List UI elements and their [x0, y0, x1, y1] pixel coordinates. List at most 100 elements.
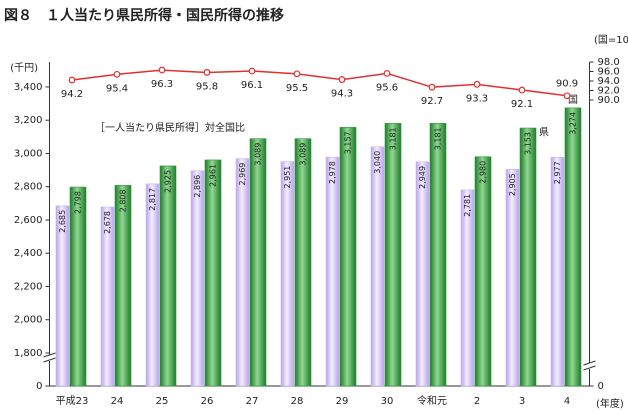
- bar-value-label: 3,089: [254, 143, 263, 166]
- y-tick-label: 2,000: [14, 315, 43, 326]
- axis-break: [43, 352, 56, 363]
- bar-value-label: 2,925: [164, 170, 173, 193]
- x-axis-label: (年度): [596, 397, 624, 410]
- bar: [550, 156, 565, 387]
- line-marker: [248, 67, 256, 75]
- bar: [505, 168, 520, 387]
- y-tick-label: 2,800: [14, 182, 43, 193]
- line-marker: [293, 70, 301, 78]
- line-marker: [338, 76, 346, 83]
- chart-title: 図８ １人当たり県民所得・国民所得の推移: [4, 7, 284, 24]
- bar-value-label: 2,961: [209, 164, 218, 187]
- bar-value-label: 2,781: [463, 194, 472, 217]
- x-tick-label: 29: [336, 396, 349, 407]
- y-tick-label: 3,200: [14, 115, 43, 126]
- bar: [429, 123, 447, 387]
- x-tick-label: 3: [519, 396, 525, 407]
- axis-break: [583, 363, 596, 369]
- bar: [190, 170, 205, 387]
- line-value-label: 96.3: [151, 79, 173, 90]
- line-value-label: 95.4: [106, 83, 128, 94]
- line-marker: [383, 69, 391, 77]
- bar: [460, 189, 475, 387]
- bar-value-label: 2,905: [508, 173, 517, 196]
- x-tick-label: 2: [474, 396, 480, 407]
- bar: [249, 138, 267, 387]
- series-label: 県: [539, 126, 549, 138]
- x-tick-label: 4: [564, 396, 570, 407]
- y2-tick-label: 90.0: [598, 95, 620, 106]
- axis-break: [43, 355, 56, 361]
- bar-value-label: 3,181: [389, 127, 398, 150]
- y2-tick-label: 98.0: [598, 57, 620, 68]
- bar: [100, 206, 115, 387]
- bar: [204, 159, 222, 387]
- bar-value-label: 2,949: [418, 166, 427, 189]
- bar-value-label: 2,969: [238, 163, 247, 186]
- series-label: ［一人当たり県民所得］対全国比: [95, 121, 245, 134]
- bar-value-label: 2,685: [58, 210, 67, 233]
- y-tick-label: 3,000: [14, 148, 43, 159]
- line-marker: [518, 86, 526, 94]
- line-marker: [158, 66, 166, 74]
- bar: [370, 146, 385, 387]
- bar: [55, 205, 70, 387]
- y-axis-label: (千円): [10, 62, 38, 74]
- bar-value-label: 2,978: [328, 161, 337, 184]
- line: [71, 69, 568, 97]
- bar-value-label: 2,896: [193, 175, 202, 198]
- line-value-label: 90.9: [556, 79, 578, 90]
- line-value-label: 94.2: [61, 89, 83, 100]
- series-label: 国: [568, 94, 578, 106]
- bar: [384, 123, 402, 387]
- bar-value-label: 3,040: [373, 151, 382, 174]
- bar: [415, 161, 430, 387]
- bar: [235, 158, 250, 387]
- line-value-label: 92.7: [421, 96, 443, 107]
- x-tick-label: 24: [111, 396, 124, 407]
- line-marker: [428, 83, 436, 91]
- bar-value-label: 3,181: [434, 127, 443, 150]
- x-tick-label: 令和元: [417, 394, 447, 407]
- y2-tick-label: 94.0: [598, 76, 620, 87]
- bar-value-label: 2,951: [283, 166, 292, 189]
- line-value-label: 94.3: [331, 89, 353, 100]
- bar-value-label: 2,798: [74, 191, 83, 214]
- bar-value-label: 2,817: [148, 188, 157, 211]
- bar-value-label: 3,089: [299, 143, 308, 166]
- bar-value-label: 2,977: [553, 161, 562, 184]
- bar: [294, 138, 312, 387]
- bar-value-label: 3,157: [344, 131, 353, 154]
- x-tick-label: 27: [246, 396, 259, 407]
- y-tick-label: 0: [36, 381, 42, 392]
- bar-value-label: 2,678: [103, 211, 112, 234]
- bar: [69, 186, 87, 387]
- y-tick-label: 3,400: [14, 82, 43, 93]
- bar-value-label: 2,980: [479, 161, 488, 184]
- y-tick-label: 1,800: [14, 348, 43, 359]
- bar-value-label: 3,153: [524, 132, 533, 155]
- line-value-label: 95.6: [376, 82, 398, 93]
- x-tick-label: 30: [381, 396, 394, 407]
- line-marker: [473, 80, 481, 88]
- bar-value-label: 3,274: [569, 112, 578, 135]
- x-tick-label: 28: [291, 396, 304, 407]
- line-marker: [113, 70, 121, 78]
- y2-tick-label: 96.0: [598, 67, 620, 78]
- y2-tick-label: 92.0: [598, 86, 620, 97]
- y2-tick-label: 0: [598, 381, 604, 392]
- line-value-label: 96.1: [241, 80, 263, 91]
- line-value-label: 93.3: [466, 93, 488, 104]
- x-tick-label: 25: [156, 396, 169, 407]
- line-value-label: 95.8: [196, 81, 218, 92]
- bar: [280, 161, 295, 387]
- bar: [325, 156, 340, 387]
- line-marker: [203, 69, 211, 76]
- bar: [159, 165, 177, 387]
- bar: [145, 183, 160, 387]
- line-value-label: 95.5: [286, 83, 308, 94]
- y2-axis-label: (国=100): [594, 34, 628, 46]
- bar: [339, 127, 357, 387]
- line-marker: [563, 92, 571, 100]
